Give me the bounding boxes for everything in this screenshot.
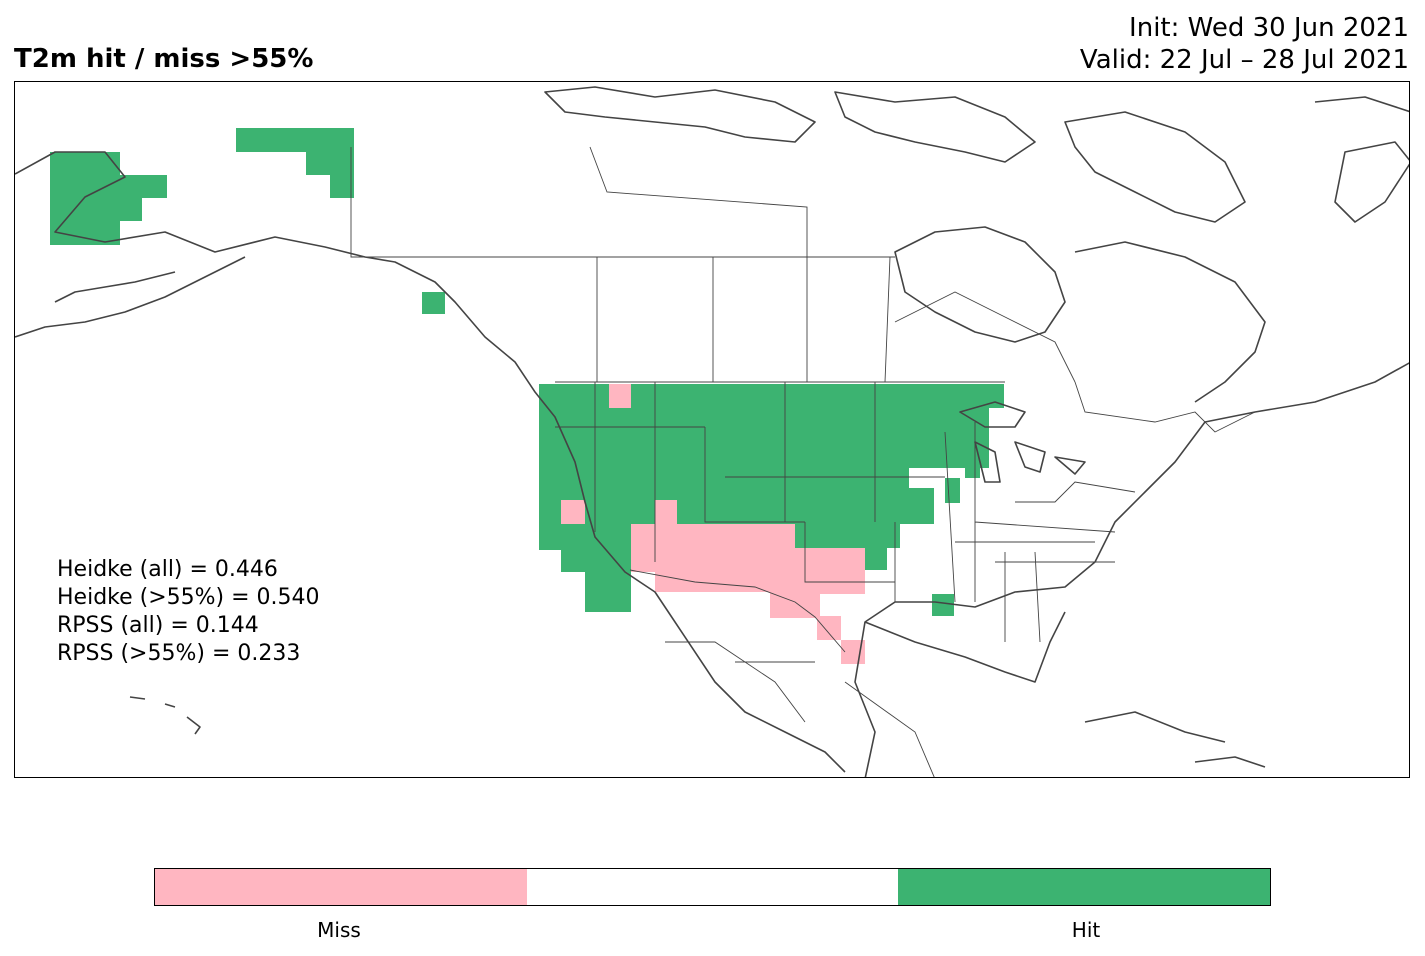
forecast-cells [50,128,1004,664]
hit-cell [50,198,142,221]
hit-cell [609,468,909,488]
hit-cell [236,128,354,152]
hit-cell [585,468,609,550]
hit-cell [585,572,631,612]
score-rpss-55: RPSS (>55%) = 0.233 [57,641,301,666]
hit-cell [306,152,354,175]
north-america-map [15,86,1409,777]
miss-cell [655,500,677,524]
colorbar-miss-segment [155,869,527,905]
hit-cell [50,175,167,198]
colorbar-label-hit: Hit [1071,918,1101,942]
hit-cell [50,152,120,175]
map-panel [14,81,1410,778]
score-heidke-55: Heidke (>55%) = 0.540 [57,585,320,610]
hit-cell [609,408,989,468]
coastlines [15,86,1409,777]
score-rpss-all: RPSS (all) = 0.144 [57,613,259,638]
score-heidke-all: Heidke (all) = 0.446 [57,557,278,582]
hit-cell [330,175,354,198]
borders [350,146,1256,777]
colorbar-hit-segment [898,869,1271,905]
date-header: Init: Wed 30 Jun 2021 Valid: 22 Jul – 28… [1080,12,1409,76]
miss-cell [817,616,841,640]
colorbar-label-miss: Miss [317,918,361,942]
hit-cell [945,478,960,503]
hit-cell [655,500,797,524]
miss-cell [631,524,655,572]
colorbar [154,868,1271,906]
hit-cell [422,292,445,314]
hit-cell [609,384,1004,408]
colorbar-neutral-segment [526,869,899,905]
valid-date: Valid: 22 Jul – 28 Jul 2021 [1079,45,1409,75]
hit-cell [965,408,980,478]
map-title: T2m hit / miss >55% [14,44,314,74]
miss-cell [770,572,820,618]
hit-cell [932,594,954,616]
skill-scores: Heidke (all) = 0.446 Heidke (>55%) = 0.5… [57,556,320,668]
miss-cell [561,500,585,524]
init-date: Init: Wed 30 Jun 2021 [1129,13,1409,43]
miss-cell [609,384,631,408]
